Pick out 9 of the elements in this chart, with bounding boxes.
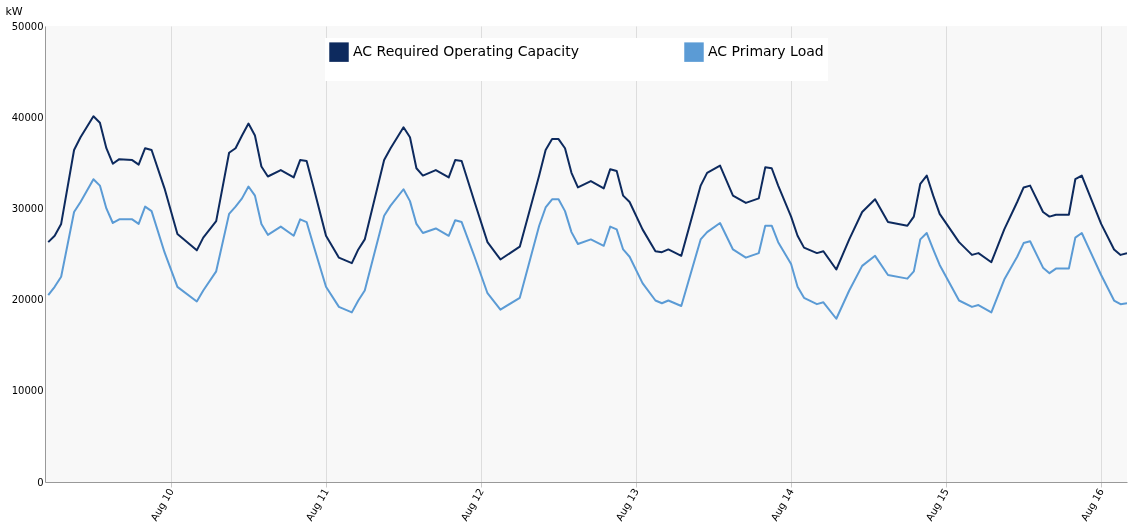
y-tick-label: 40000 <box>11 111 44 123</box>
y-tick-label: 30000 <box>11 202 44 214</box>
legend-label: AC Primary Load <box>708 43 824 60</box>
y-axis-title: kW <box>5 4 23 18</box>
y-tick-label: 0 <box>37 476 44 488</box>
legend-label: AC Required Operating Capacity <box>353 43 579 60</box>
y-tick-label: 50000 <box>11 20 44 32</box>
y-tick-label: 20000 <box>11 294 44 306</box>
y-tick-label: 10000 <box>11 385 44 397</box>
